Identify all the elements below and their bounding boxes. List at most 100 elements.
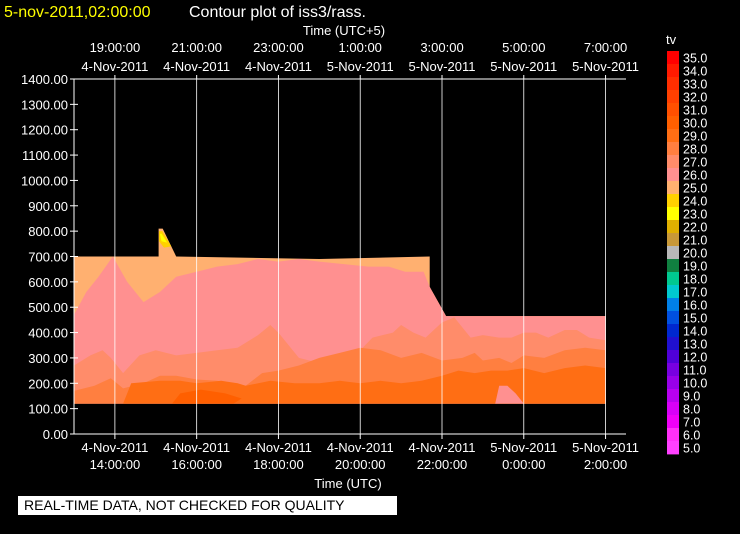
colorbar-level-label: 34.0 — [683, 65, 707, 79]
colorbar-level-label: 23.0 — [683, 208, 707, 222]
contour-band-2 — [159, 233, 168, 243]
contour-band-8 — [495, 385, 524, 404]
colorbar-swatch-27 — [667, 402, 679, 416]
colorbar-swatch-2 — [667, 77, 679, 91]
colorbar-swatch-7 — [667, 142, 679, 156]
colorbar-level-label: 33.0 — [683, 78, 707, 92]
colorbar-swatch-4 — [667, 103, 679, 117]
colorbar-swatch-18 — [667, 285, 679, 299]
colorbar-swatch-13 — [667, 220, 679, 234]
colorbar-swatch-26 — [667, 389, 679, 403]
colorbar-level-label: 7.0 — [683, 416, 700, 430]
y-tick-label: 1100.00 — [22, 148, 68, 163]
colorbar-swatch-15 — [667, 246, 679, 260]
x-top-time-label: 19:00:00 — [90, 40, 141, 55]
y-tick-label: 800.00 — [28, 224, 68, 239]
y-tick-label: 1000.00 — [21, 173, 68, 188]
colorbar-level-label: 28.0 — [683, 143, 707, 157]
colorbar-level-label: 17.0 — [683, 286, 707, 300]
x-bottom-time-label: 2:00:00 — [584, 457, 627, 472]
colorbar-level-label: 10.0 — [683, 377, 707, 391]
y-tick-label: 1400.00 — [21, 72, 68, 87]
x-bottom-date-label: 4-Nov-2011 — [81, 440, 148, 455]
y-axis: 0.00 100.00 200.00 300.00 400.00 500.00 600.00… — [21, 72, 626, 442]
contour-band-6 — [123, 365, 606, 404]
colorbar-level-label: 15.0 — [683, 312, 707, 326]
y-tick-label: 1300.00 — [21, 97, 68, 112]
x-top-time-label: 7:00:00 — [584, 40, 627, 55]
x-bottom-time-label: 16:00:00 — [171, 457, 222, 472]
colorbar-level-label: 16.0 — [683, 299, 707, 313]
colorbar-level-label: 35.0 — [683, 52, 707, 66]
colorbar-swatch-8 — [667, 155, 679, 169]
x-bottom-time-label: 20:00:00 — [335, 457, 386, 472]
colorbar-level-label: 26.0 — [683, 169, 707, 183]
y-tick-label: 900.00 — [28, 199, 68, 214]
y-tick-label: 300.00 — [28, 351, 68, 366]
header-timestamp: 5-nov-2011,02:00:00 — [4, 4, 151, 21]
contour-band-7 — [172, 389, 242, 404]
colorbar-level-label: 9.0 — [683, 390, 700, 404]
y-tick-label: 100.00 — [28, 402, 68, 417]
x-bottom-date-label: 4-Nov-2011 — [327, 440, 394, 455]
x-top-date-label: 4-Nov-2011 — [163, 59, 230, 74]
x-top-time-label: 1:00:00 — [339, 40, 382, 55]
x-axis-bottom: 4-Nov-2011 14:00:00 4-Nov-2011 16:00:00 4-No… — [81, 434, 639, 472]
colorbar-level-label: 13.0 — [683, 338, 707, 352]
colorbar: 35.034.033.032.031.030.029.028.027.026.0… — [667, 51, 707, 456]
colorbar-swatch-24 — [667, 363, 679, 377]
colorbar-swatch-0 — [667, 51, 679, 65]
colorbar-level-label: 14.0 — [683, 325, 707, 339]
colorbar-level-label: 21.0 — [683, 234, 707, 248]
colorbar-level-label: 31.0 — [683, 104, 707, 118]
colorbar-swatch-14 — [667, 233, 679, 247]
x-top-date-label: 5-Nov-2011 — [327, 59, 394, 74]
colorbar-swatch-5 — [667, 116, 679, 130]
colorbar-level-label: 27.0 — [683, 156, 707, 170]
colorbar-level-label: 5.0 — [683, 442, 700, 456]
x-bottom-date-label: 4-Nov-2011 — [409, 440, 476, 455]
y-tick-label: 500.00 — [28, 300, 68, 315]
colorbar-swatch-19 — [667, 298, 679, 312]
y-tick-label: 400.00 — [28, 326, 68, 341]
x-bottom-date-label: 4-Nov-2011 — [245, 440, 312, 455]
x-top-time-label: 21:00:00 — [171, 40, 222, 55]
colorbar-level-label: 8.0 — [683, 403, 700, 417]
colorbar-swatch-22 — [667, 337, 679, 351]
x-top-time-label: 5:00:00 — [502, 40, 545, 55]
colorbar-swatch-1 — [667, 64, 679, 78]
x-top-time-label: 23:00:00 — [253, 40, 304, 55]
x-top-date-label: 4-Nov-2011 — [245, 59, 312, 74]
colorbar-swatch-3 — [667, 90, 679, 104]
colorbar-swatch-28 — [667, 415, 679, 429]
y-tick-label: 700.00 — [28, 250, 68, 265]
colorbar-level-label: 24.0 — [683, 195, 707, 209]
colorbar-level-label: 22.0 — [683, 221, 707, 235]
colorbar-level-label: 25.0 — [683, 182, 707, 196]
x-bottom-time-label: 0:00:00 — [502, 457, 545, 472]
y-tick-label: 0.00 — [43, 427, 68, 442]
x-top-date-label: 5-Nov-2011 — [490, 59, 557, 74]
colorbar-swatch-17 — [667, 272, 679, 286]
grid-lines — [114, 79, 606, 434]
colorbar-level-label: 12.0 — [683, 351, 707, 365]
colorbar-level-label: 11.0 — [683, 364, 706, 378]
quality-notice: REAL-TIME DATA, NOT CHECKED FOR QUALITY — [18, 496, 397, 515]
colorbar-level-label: 6.0 — [683, 429, 700, 443]
colorbar-swatch-25 — [667, 376, 679, 390]
bottom-axis-label: Time (UTC) — [314, 476, 381, 491]
colorbar-label: tv — [666, 32, 677, 47]
y-tick-label: 600.00 — [28, 275, 68, 290]
colorbar-swatch-16 — [667, 259, 679, 273]
header-title: Contour plot of iss3/rass. — [189, 4, 366, 21]
colorbar-level-label: 18.0 — [683, 273, 707, 287]
x-bottom-date-label: 5-Nov-2011 — [572, 440, 639, 455]
x-top-date-label: 4-Nov-2011 — [81, 59, 148, 74]
colorbar-swatch-21 — [667, 324, 679, 338]
x-axis-top: 19:00:00 4-Nov-2011 21:00:00 4-Nov-2011 23:0… — [81, 40, 639, 79]
x-top-time-label: 3:00:00 — [420, 40, 463, 55]
colorbar-level-label: 29.0 — [683, 130, 707, 144]
colorbar-swatch-10 — [667, 181, 679, 195]
x-top-date-label: 5-Nov-2011 — [409, 59, 476, 74]
